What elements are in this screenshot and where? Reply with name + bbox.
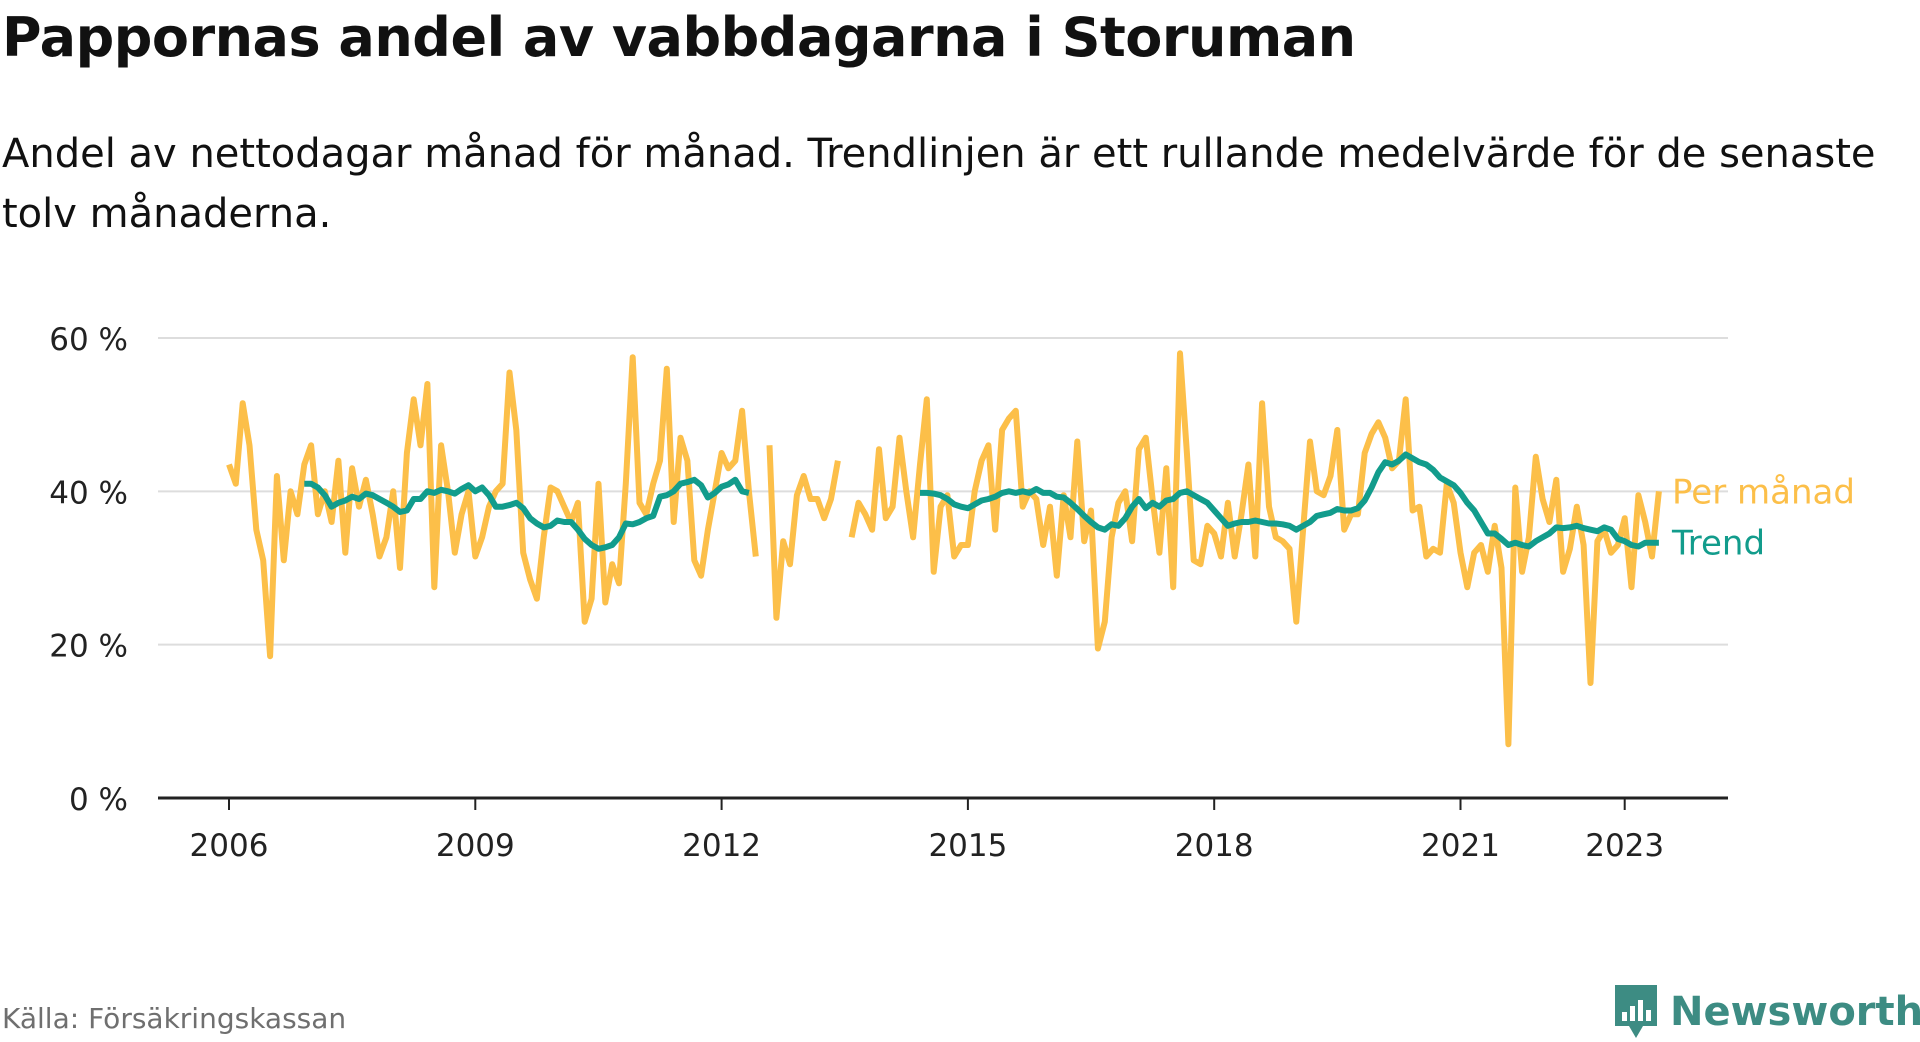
chart-subtitle: Andel av nettodagar månad för månad. Tre… — [2, 131, 1876, 237]
x-tick-label: 2006 — [190, 828, 269, 864]
x-tick-label: 2012 — [682, 828, 761, 864]
gridlines — [158, 337, 1728, 646]
x-axis: 2006 2009 2012 2015 2018 2021 2023 — [158, 796, 1728, 864]
series-lines — [226, 350, 1662, 748]
y-tick-label: 20 % — [49, 629, 128, 665]
x-tick-label: 2021 — [1421, 828, 1500, 864]
series-trend-label: Trend — [1671, 524, 1765, 564]
brand-name: Newsworthy — [1670, 989, 1920, 1035]
x-tick-label: 2015 — [928, 828, 1007, 864]
chart-title: Pappornas andel av vabbdagarna i Storuma… — [2, 6, 1356, 69]
y-tick-label: 0 % — [69, 782, 128, 818]
x-tick-label: 2009 — [436, 828, 515, 864]
source-note: Källa: Försäkringskassan — [2, 1002, 347, 1035]
series-trend-line — [304, 451, 1659, 552]
series-per-manad-line — [226, 350, 1662, 748]
newsworthy-logo-icon — [1615, 985, 1657, 1038]
x-tick-label: 2018 — [1175, 828, 1254, 864]
y-tick-label: 40 % — [49, 475, 128, 511]
brand-logo: Newsworthy — [1612, 982, 1920, 1042]
x-tick-label: 2023 — [1585, 828, 1664, 864]
y-axis-tick-labels: 0 % 20 % 40 % 60 % — [49, 322, 128, 818]
y-tick-label: 60 % — [49, 322, 128, 358]
series-end-labels: Per månad Trend — [1671, 472, 1855, 563]
series-per-manad-label: Per månad — [1672, 472, 1855, 512]
